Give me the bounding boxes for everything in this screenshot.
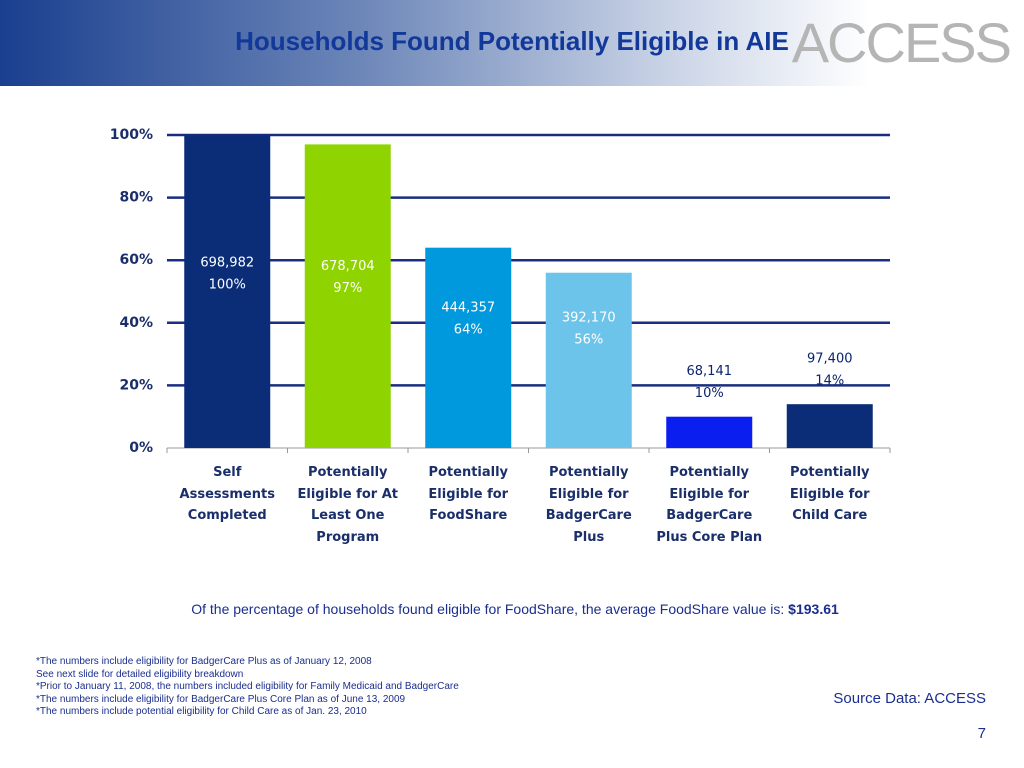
slide-title: Households Found Potentially Eligible in… bbox=[235, 26, 789, 56]
page-number: 7 bbox=[977, 725, 986, 742]
count-label: 97,400 bbox=[807, 352, 853, 367]
footnote: See next slide for detailed eligibility … bbox=[36, 668, 244, 680]
value-label: 97% bbox=[333, 281, 362, 296]
footnote: *The numbers include eligibility for Bad… bbox=[36, 693, 406, 705]
bar bbox=[304, 144, 391, 448]
x-tick-label: Potentially Eligible for Child Care bbox=[789, 465, 870, 523]
bar bbox=[666, 416, 753, 448]
x-tick-label: Potentially Eligible for FoodShare bbox=[428, 465, 509, 523]
value-label: 10% bbox=[695, 386, 724, 401]
x-tick-label: Potentially Eligible for At Least One Pr… bbox=[297, 465, 398, 545]
value-label: 14% bbox=[815, 374, 844, 389]
y-tick-label: 100% bbox=[110, 127, 153, 143]
x-tick-label: Potentially Eligible for BadgerCare Plus bbox=[545, 465, 632, 545]
bar bbox=[786, 404, 873, 448]
value-label: 64% bbox=[454, 322, 483, 337]
note: Of the percentage of households found el… bbox=[0, 601, 1024, 617]
y-tick-label: 20% bbox=[119, 377, 153, 393]
count-label: 678,704 bbox=[321, 259, 375, 274]
x-tick-label: Self Assessments Completed bbox=[179, 465, 275, 523]
y-tick-label: 60% bbox=[119, 252, 153, 268]
footnotes: *The numbers include eligibility for Bad… bbox=[36, 656, 459, 719]
bar bbox=[184, 135, 271, 448]
count-label: 68,141 bbox=[687, 364, 733, 379]
header-band bbox=[0, 0, 1024, 86]
note-text: Of the percentage of households found el… bbox=[191, 601, 785, 617]
footnote: *Prior to January 11, 2008, the numbers … bbox=[36, 681, 459, 692]
logo: ACCESS bbox=[791, 11, 1012, 74]
count-label: 444,357 bbox=[441, 300, 495, 315]
footnote: *The numbers include eligibility for Bad… bbox=[36, 656, 372, 667]
source: Source Data: ACCESS bbox=[833, 690, 986, 707]
count-label: 392,170 bbox=[562, 310, 616, 325]
value-label: 56% bbox=[574, 332, 603, 347]
value-label: 100% bbox=[209, 277, 246, 292]
bar bbox=[425, 247, 512, 448]
y-tick-label: 80% bbox=[119, 190, 153, 206]
note-value: $193.61 bbox=[788, 601, 839, 617]
x-tick-label: Potentially Eligible for BadgerCare Plus… bbox=[656, 465, 763, 545]
y-tick-label: 40% bbox=[119, 315, 153, 331]
footnote: *The numbers include potential eligibili… bbox=[36, 706, 367, 717]
count-label: 698,982 bbox=[200, 255, 254, 270]
y-tick-label: 0% bbox=[129, 440, 153, 456]
bar bbox=[545, 272, 632, 448]
